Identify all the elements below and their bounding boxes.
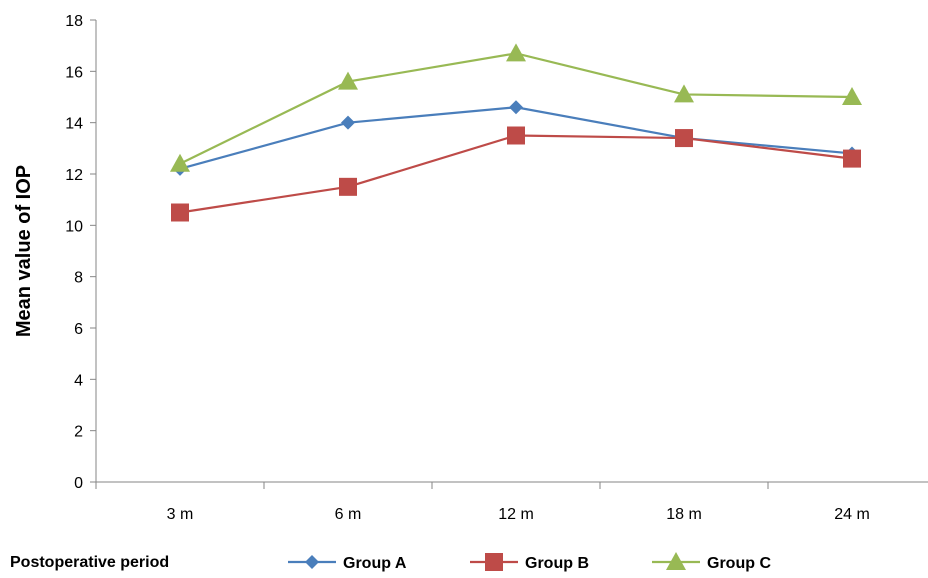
data-point-group-c (674, 84, 694, 103)
data-point-group-c (338, 71, 358, 90)
legend-marker-group-c (666, 552, 686, 570)
legend-marker-group-b (485, 553, 503, 571)
x-tick-label: 24 m (834, 506, 870, 523)
y-axis-title: Mean value of IOP (13, 165, 35, 337)
y-tick-label: 10 (65, 218, 83, 235)
axes (95, 20, 928, 483)
data-point-group-b (843, 149, 861, 168)
data-point-group-b (339, 177, 357, 196)
y-tick-label: 16 (65, 64, 83, 81)
data-point-group-b (675, 129, 693, 148)
y-tick-label: 8 (74, 270, 83, 287)
y-tick-label: 2 (74, 424, 83, 441)
series-group-c (170, 43, 862, 172)
data-point-group-a (341, 115, 355, 130)
legend-item-group-a: Group A (288, 555, 407, 572)
legend-label-group-a: Group A (343, 555, 407, 572)
data-point-group-c (842, 87, 862, 105)
x-tick-label: 18 m (666, 506, 702, 523)
y-tick-label: 12 (65, 167, 83, 184)
x-axis-title: Postoperative period (10, 554, 169, 571)
x-tick-label: 12 m (498, 506, 534, 523)
series-layer (170, 43, 862, 222)
data-point-group-b (507, 126, 525, 145)
legend-marker-group-a (305, 555, 319, 569)
legend-label-group-b: Group B (525, 555, 589, 572)
x-tick-label: 3 m (167, 506, 194, 523)
legend-item-group-c: Group C (652, 552, 771, 572)
legend-label-group-c: Group C (707, 555, 771, 572)
y-axis-ticks: 0 2 4 6 8 10 12 14 16 18 (65, 13, 96, 492)
data-point-group-b (171, 203, 189, 222)
x-tick-label: 6 m (335, 506, 362, 523)
data-point-group-a (509, 100, 523, 115)
y-tick-label: 0 (74, 475, 83, 492)
y-tick-label: 4 (74, 372, 83, 389)
x-axis-ticks: 3 m 6 m 12 m 18 m 24 m (95, 482, 870, 523)
y-tick-label: 18 (65, 13, 83, 30)
data-point-group-c (170, 153, 190, 172)
data-point-group-c (506, 43, 526, 62)
y-tick-label: 14 (65, 116, 83, 133)
series-group-b (171, 126, 861, 222)
series-line-group-b (179, 134, 853, 214)
legend: Postoperative period Group A Group B Group… (10, 552, 771, 572)
y-tick-label: 6 (74, 321, 83, 338)
legend-item-group-b: Group B (470, 553, 589, 572)
